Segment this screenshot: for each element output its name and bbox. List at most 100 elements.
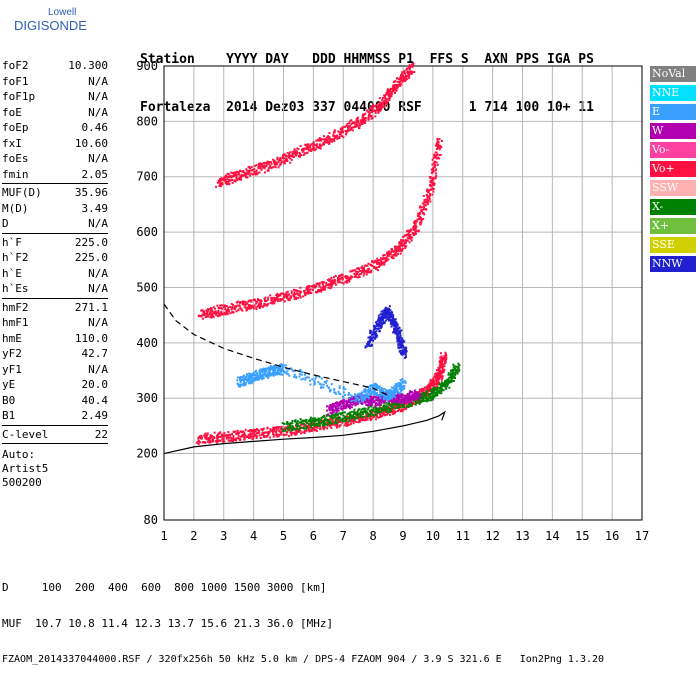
echo-point: [326, 427, 329, 430]
echo-point: [400, 388, 403, 391]
echo-point: [330, 276, 333, 279]
echo-point: [372, 398, 375, 401]
parameter-row: foF1 N/A: [2, 74, 108, 90]
echo-point: [342, 387, 345, 390]
echo-point: [412, 228, 415, 231]
echo-point: [282, 364, 285, 367]
echo-point: [446, 383, 449, 386]
echo-point: [421, 390, 424, 393]
echo-point: [197, 443, 200, 446]
echo-point: [247, 375, 250, 378]
echo-point: [273, 427, 276, 430]
echo-point: [361, 402, 364, 405]
echo-point: [310, 285, 313, 288]
echo-point: [430, 397, 433, 400]
echo-point: [395, 330, 398, 333]
echo-point: [360, 408, 363, 411]
echo-point: [351, 403, 354, 406]
echo-point: [437, 378, 440, 381]
echo-point: [330, 285, 333, 288]
echo-point: [309, 383, 312, 386]
echo-point: [415, 220, 418, 223]
echo-point: [271, 366, 274, 369]
echo-point: [264, 303, 267, 306]
echo-point: [367, 115, 370, 118]
echo-point: [317, 424, 320, 427]
echo-point: [428, 385, 431, 388]
echo-point: [393, 403, 396, 406]
echo-point: [258, 171, 261, 174]
echo-point: [322, 428, 325, 431]
echo-point: [203, 441, 206, 444]
echo-point: [371, 409, 374, 412]
echo-point: [420, 206, 423, 209]
echo-point: [222, 434, 225, 437]
echo-point: [229, 175, 232, 178]
echo-point: [442, 370, 445, 373]
echo-point: [344, 130, 347, 133]
echo-point: [301, 431, 304, 434]
echo-point: [305, 288, 308, 291]
echo-point: [326, 283, 329, 286]
echo-point: [282, 296, 285, 299]
echo-point: [397, 333, 400, 336]
echo-point: [209, 434, 212, 437]
echo-point: [318, 376, 321, 379]
echo-point: [429, 378, 432, 381]
echo-point: [221, 177, 224, 180]
echo-point: [441, 385, 444, 388]
echo-point: [353, 419, 356, 422]
echo-point: [366, 389, 369, 392]
echo-point: [392, 315, 395, 318]
echo-point: [240, 175, 243, 178]
echo-point: [329, 389, 332, 392]
echo-point: [240, 383, 243, 386]
echo-point: [253, 165, 256, 168]
echo-point: [406, 67, 409, 70]
echo-point: [334, 409, 337, 412]
echo-point: [269, 161, 272, 164]
echo-point: [260, 377, 263, 380]
echo-point: [436, 137, 439, 140]
echo-point: [255, 302, 258, 305]
echo-point: [438, 391, 441, 394]
echo-point: [309, 143, 312, 146]
echo-point: [362, 268, 365, 271]
echo-point: [414, 232, 417, 235]
echo-point: [362, 274, 365, 277]
echo-point: [388, 90, 391, 93]
echo-point: [410, 228, 413, 231]
echo-point: [236, 376, 239, 379]
echo-point: [424, 200, 427, 203]
echo-point: [328, 284, 331, 287]
echo-point: [390, 392, 393, 395]
echo-point: [381, 415, 384, 418]
echo-point: [419, 221, 422, 224]
echo-point: [429, 200, 432, 203]
echo-point: [375, 332, 378, 335]
echo-point: [235, 173, 238, 176]
echo-point: [294, 419, 297, 422]
echo-point: [265, 373, 268, 376]
echo-point: [358, 419, 361, 422]
echo-point: [295, 376, 298, 379]
echo-point: [383, 401, 386, 404]
echo-point: [253, 307, 256, 310]
echo-point: [361, 394, 364, 397]
echo-point: [384, 96, 387, 99]
echo-point: [411, 393, 414, 396]
echo-point: [321, 288, 324, 291]
echo-point: [321, 416, 324, 419]
echo-point: [254, 299, 257, 302]
echo-point: [316, 422, 319, 425]
echo-point: [412, 221, 415, 224]
echo-point: [303, 420, 306, 423]
echo-point: [316, 426, 319, 429]
echo-point: [400, 79, 403, 82]
echo-point: [380, 310, 383, 313]
echo-point: [352, 401, 355, 404]
echo-point: [386, 255, 389, 258]
echo-point: [349, 124, 352, 127]
echo-point: [294, 433, 297, 436]
echo-point: [313, 422, 316, 425]
